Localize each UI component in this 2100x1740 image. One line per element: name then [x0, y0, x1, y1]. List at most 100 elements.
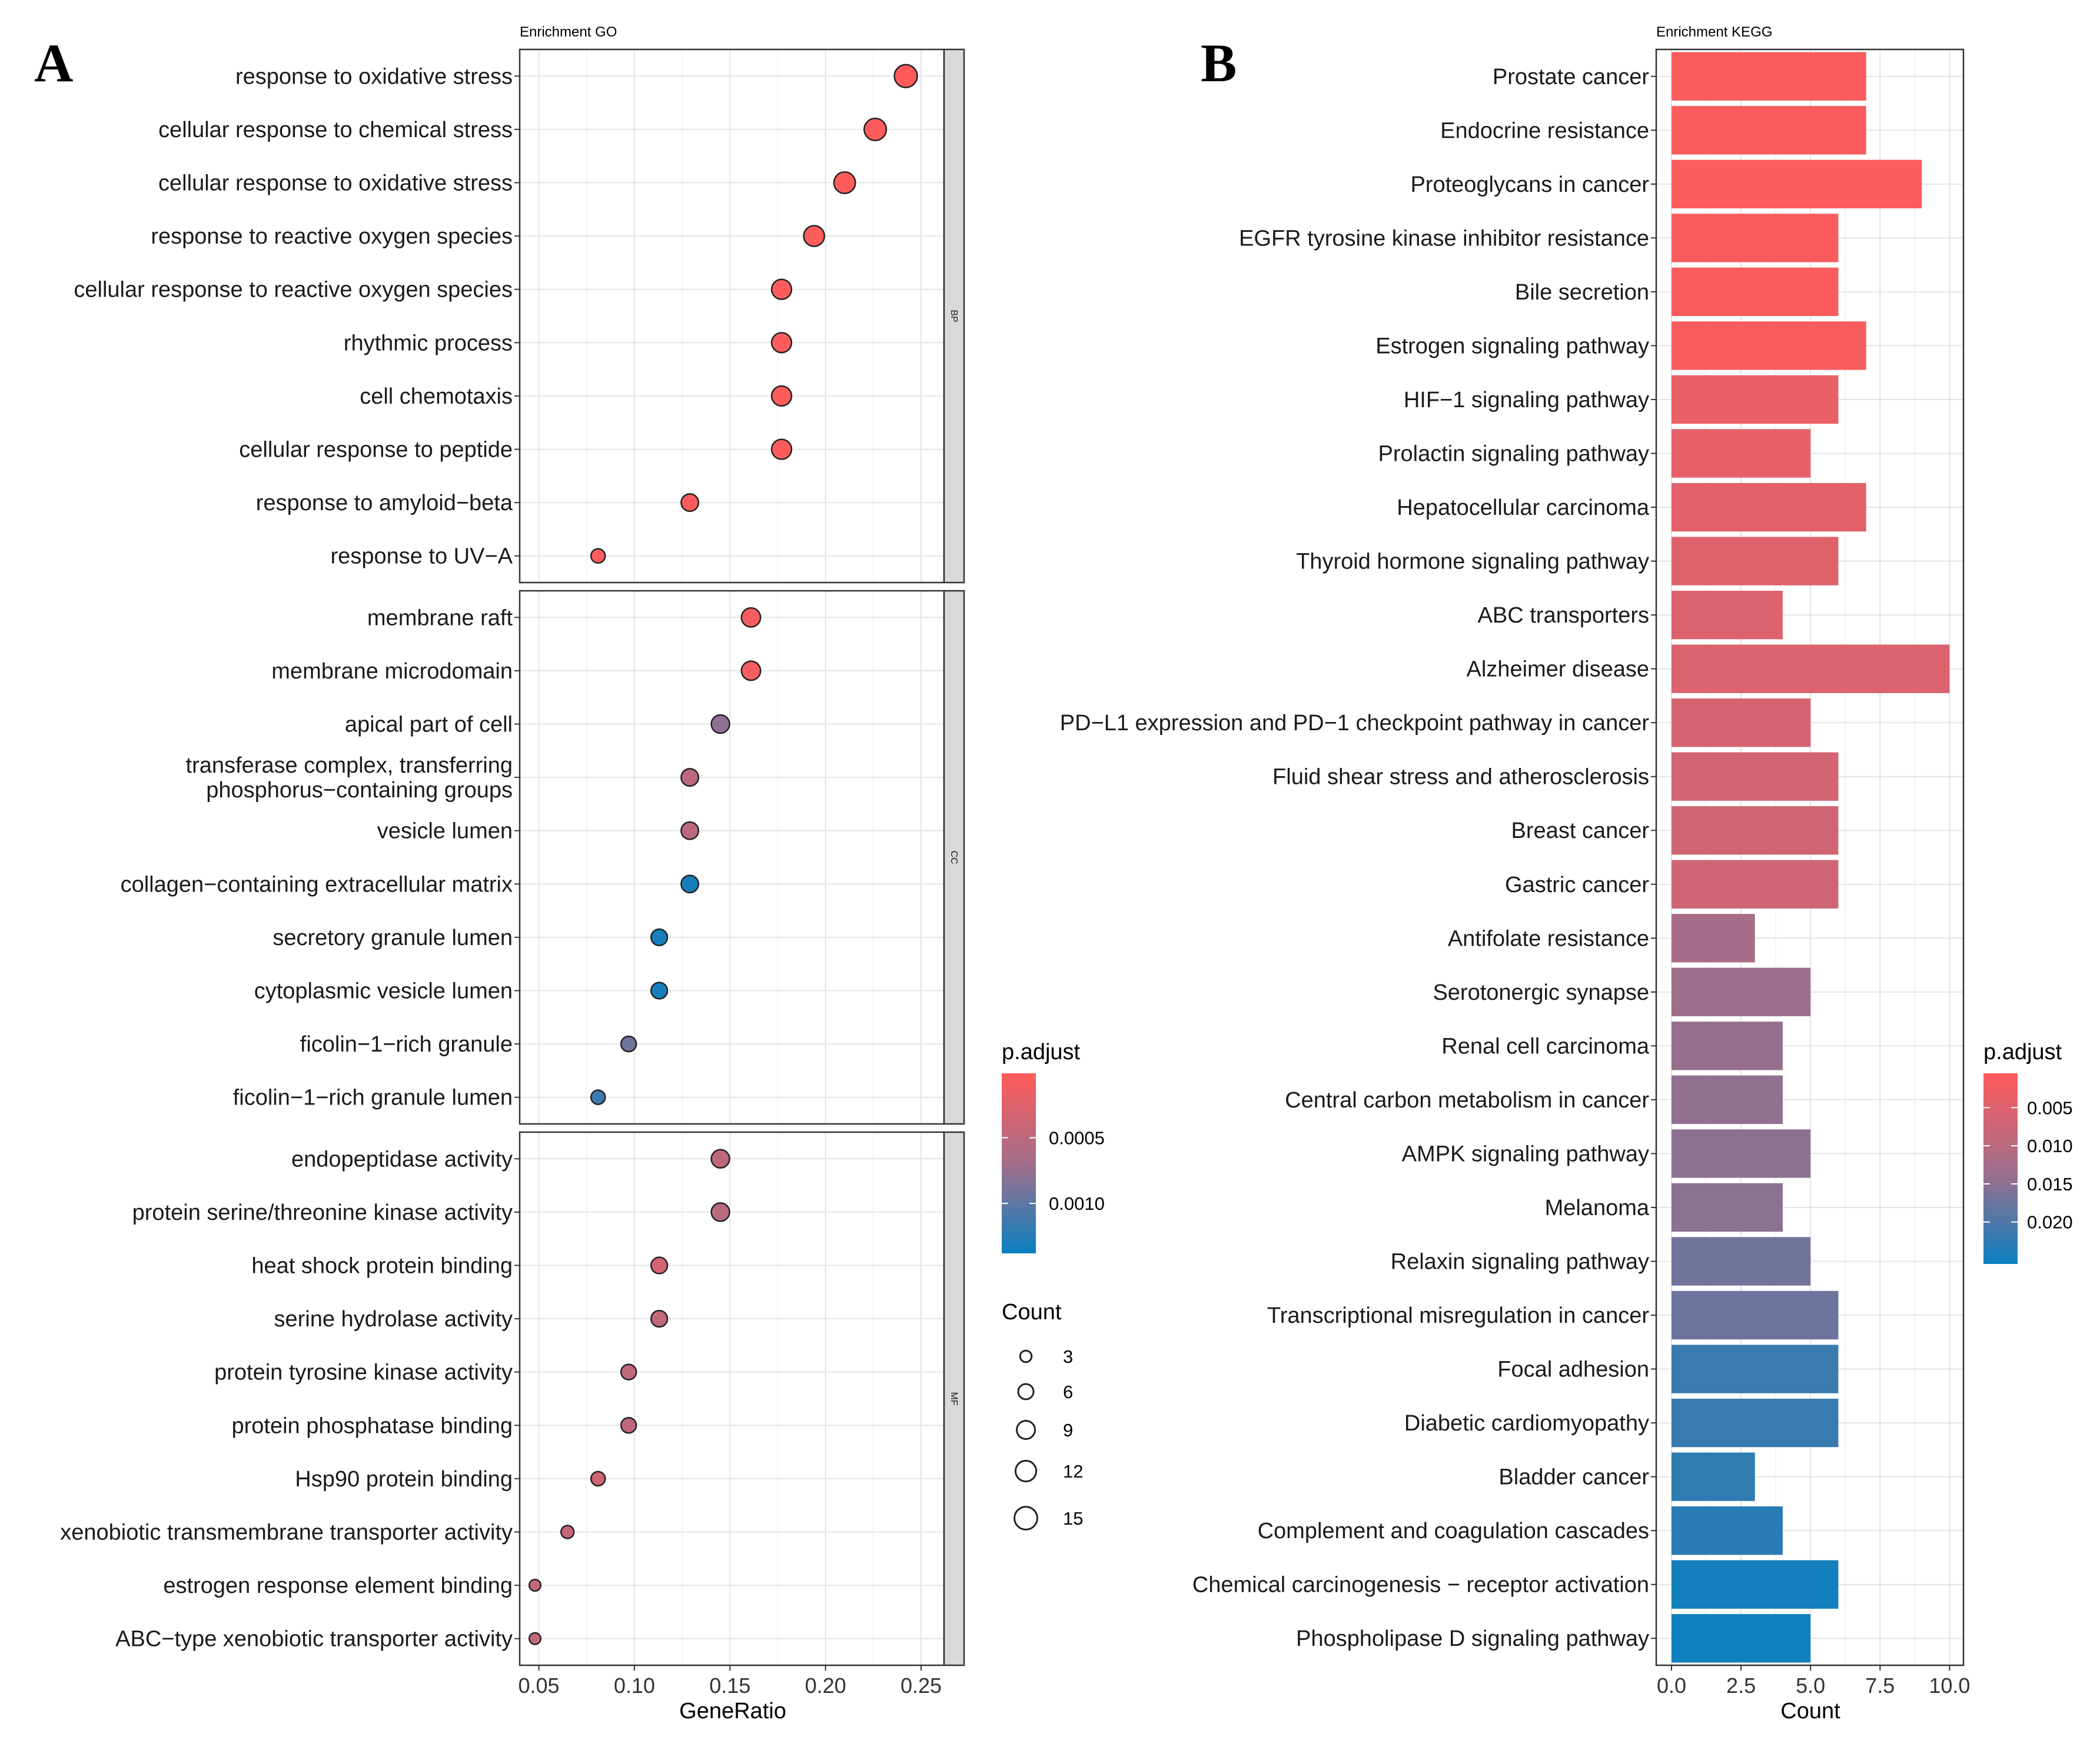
go-point: [863, 117, 888, 141]
go-facet-strip: [943, 1131, 965, 1666]
go-term-label: ABC−type xenobiotic transporter activity: [115, 1627, 513, 1652]
kegg-panel-background: [1656, 49, 1963, 1665]
kegg-category-label: ABC transporters: [1478, 603, 1649, 628]
kegg-bar: [1671, 806, 1839, 855]
go-point: [590, 548, 606, 564]
panel-letter-b: B: [1201, 33, 1237, 93]
go-term-label: membrane microdomain: [271, 659, 513, 684]
kegg-bar: [1671, 590, 1783, 640]
kegg-bar: [1671, 914, 1755, 963]
kegg-bar: [1671, 752, 1839, 801]
go-facet-cc: membrane raft membrane microdomain apical …: [121, 590, 965, 1125]
go-x-axis-title: GeneRatio: [679, 1699, 786, 1724]
go-point: [650, 1256, 669, 1275]
go-point: [650, 1309, 669, 1328]
kegg-bar: [1671, 1614, 1811, 1663]
kegg-bar: [1671, 1022, 1783, 1070]
go-term-label: membrane raft: [367, 605, 513, 630]
kegg-bar: [1671, 1560, 1839, 1609]
kegg-colorbar: [1983, 1073, 2018, 1264]
kegg-bar: [1671, 375, 1839, 424]
kegg-category-label: Focal adhesion: [1497, 1358, 1649, 1382]
kegg-category-label: Bile secretion: [1515, 280, 1649, 305]
go-point: [893, 64, 918, 88]
kegg-bar: [1671, 1398, 1839, 1448]
kegg-category-label: Prolactin signaling pathway: [1378, 442, 1650, 467]
go-facet-strip-label: CC: [949, 850, 959, 864]
go-size-legend-label: 3: [1063, 1346, 1073, 1367]
kegg-bar-chart: Enrichment KEGG Count p.adjust 0.0050.01…: [1060, 24, 2073, 1724]
go-term-label: cytoplasmic vesicle lumen: [254, 979, 513, 1004]
go-size-legend-label: 15: [1063, 1508, 1083, 1529]
kegg-colorbar-tick-label: 0.015: [2027, 1174, 2073, 1195]
go-point: [680, 821, 700, 840]
go-point: [650, 928, 669, 947]
go-facet-bp: response to oxidative stress cellular res…: [74, 48, 965, 584]
go-term-label: cellular response to peptide: [239, 438, 513, 463]
kegg-category-label: Phospholipase D signaling pathway: [1296, 1626, 1649, 1651]
kegg-category-label: Diabetic cardiomyopathy: [1404, 1411, 1649, 1436]
go-point: [528, 1632, 542, 1645]
go-point: [560, 1525, 575, 1539]
kegg-category-label: Renal cell carcinoma: [1441, 1034, 1650, 1059]
go-size-legend-title: Count: [1002, 1300, 1062, 1325]
kegg-bar: [1671, 52, 1866, 101]
kegg-color-legend-title: p.adjust: [1983, 1040, 2062, 1064]
go-term-label: ficolin−1−rich granule lumen: [233, 1086, 513, 1110]
go-point: [680, 493, 700, 513]
go-point: [680, 768, 700, 787]
kegg-bar: [1671, 1129, 1811, 1178]
go-term-label: ficolin−1−rich granule: [300, 1032, 513, 1057]
kegg-category-label: Melanoma: [1545, 1196, 1650, 1220]
go-term-label: apical part of cell: [345, 713, 513, 737]
go-term-label: cell chemotaxis: [360, 384, 513, 409]
go-term-label: protein serine/threonine kinase activity: [132, 1200, 513, 1225]
go-size-legend-circle: [1017, 1383, 1035, 1400]
kegg-category-label: EGFR tyrosine kinase inhibitor resistanc…: [1239, 226, 1649, 251]
go-x-tick-label: 0.05: [518, 1674, 559, 1698]
go-point: [620, 1035, 637, 1053]
kegg-bar: [1671, 214, 1839, 262]
kegg-category-label: Transcriptional misregulation in cancer: [1267, 1303, 1649, 1328]
go-point: [620, 1417, 637, 1434]
kegg-bar: [1671, 1075, 1783, 1124]
go-colorbar-tick-label: 0.0010: [1049, 1193, 1105, 1214]
go-term-label: response to amyloid−beta: [256, 491, 513, 515]
go-size-legend-label: 9: [1063, 1420, 1073, 1440]
go-x-tick-label: 0.10: [614, 1674, 655, 1698]
go-term-label: response to UV−A: [331, 544, 513, 569]
kegg-category-label: Serotonergic synapse: [1433, 980, 1649, 1005]
go-term-label: estrogen response element binding: [163, 1573, 513, 1598]
go-dot-plot: Enrichment GO GeneRatio p.adjust Count 0…: [60, 24, 1105, 1724]
go-term-label: cellular response to oxidative stress: [158, 171, 513, 196]
go-point: [770, 332, 793, 354]
kegg-category-label: Relaxin signaling pathway: [1391, 1250, 1649, 1275]
panel-letter-a: A: [34, 33, 73, 93]
go-facet-strip: [943, 590, 965, 1125]
go-colorbar-tick-label: 0.0005: [1049, 1127, 1105, 1148]
go-colorbar: [1002, 1073, 1036, 1253]
go-term-label: secretory granule lumen: [273, 926, 513, 950]
kegg-category-label: Proteoglycans in cancer: [1410, 172, 1649, 197]
go-term-label: cellular response to chemical stress: [158, 118, 513, 142]
kegg-bar: [1671, 106, 1866, 155]
kegg-colorbar-tick-label: 0.020: [2027, 1212, 2073, 1233]
kegg-category-label: Hepatocellular carcinoma: [1397, 495, 1650, 520]
go-point: [740, 660, 762, 681]
kegg-category-label: PD−L1 expression and PD−1 checkpoint pat…: [1060, 711, 1650, 736]
go-point: [680, 874, 700, 894]
go-term-label: serine hydrolase activity: [274, 1307, 513, 1332]
go-term-label: protein tyrosine kinase activity: [214, 1360, 513, 1385]
kegg-category-label: Central carbon metabolism in cancer: [1285, 1088, 1649, 1113]
kegg-bar: [1671, 159, 1922, 209]
kegg-x-tick-label: 7.5: [1865, 1674, 1895, 1698]
kegg-bar: [1671, 967, 1811, 1017]
kegg-bar: [1671, 1506, 1783, 1555]
go-term-label: response to reactive oxygen species: [151, 224, 513, 249]
kegg-panel-border: [1655, 48, 1965, 1666]
kegg-bar: [1671, 483, 1866, 532]
go-point: [650, 982, 669, 1000]
go-facet-strip-label: BP: [949, 310, 959, 322]
go-legend: p.adjust Count 0.0005 0.0010 3 6 9 12 15: [1002, 1040, 1105, 1531]
